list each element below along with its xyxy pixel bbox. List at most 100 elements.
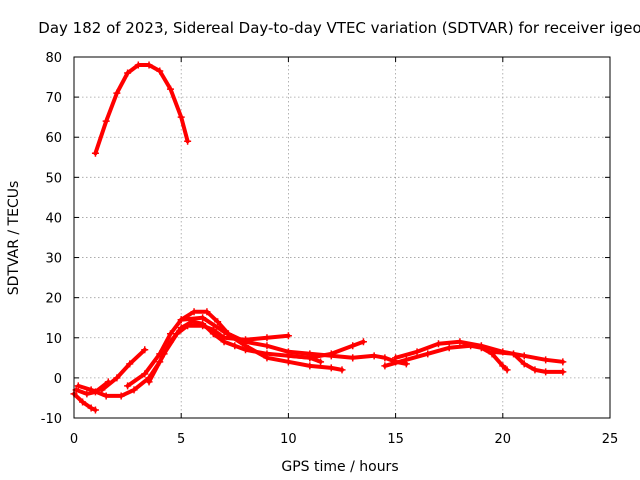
x-tick-label: 0 — [70, 432, 78, 447]
data-point-arc-11 — [559, 358, 567, 366]
data-point-arc-8 — [284, 352, 292, 360]
data-point-arc-7 — [306, 362, 314, 370]
data-point-arc-4 — [98, 386, 106, 394]
data-point-arc-11 — [542, 356, 550, 364]
data-point-arc-high — [145, 61, 153, 69]
data-point-arc-5 — [124, 382, 132, 390]
data-point-arc-3 — [74, 382, 82, 390]
data-point-arc-10 — [424, 350, 432, 358]
data-point-arc-6 — [284, 332, 292, 340]
data-point-arc-5 — [263, 342, 271, 350]
data-point-arc-11 — [413, 348, 421, 356]
data-point-arc-11 — [520, 352, 528, 360]
data-point-arc-high — [184, 137, 192, 145]
data-point-arc-6 — [220, 334, 228, 342]
data-point-arc-6 — [160, 350, 168, 358]
data-point-arc-6 — [209, 326, 217, 334]
data-point-arc-high — [166, 85, 174, 93]
x-tick-label: 20 — [495, 432, 512, 447]
data-point-arc-4 — [141, 346, 149, 354]
data-point-arc-12 — [559, 368, 567, 376]
data-point-arc-6 — [173, 330, 181, 338]
data-point-arc-9 — [370, 352, 378, 360]
data-point-arc-6 — [184, 322, 192, 330]
data-point-arc-8 — [359, 338, 367, 346]
data-point-arc-4 — [126, 360, 134, 368]
data-point-arc-high — [134, 61, 142, 69]
data-point-arc-3 — [130, 386, 138, 394]
series-line-arc-4 — [99, 347, 147, 392]
data-point-arc-5 — [214, 318, 222, 326]
data-point-arc-1 — [87, 404, 95, 412]
series-line-arc-6 — [147, 323, 291, 384]
data-point-arc-12 — [488, 348, 496, 356]
data-point-arc-7 — [177, 316, 185, 324]
y-tick-label: 80 — [45, 51, 62, 66]
y-tick-label: 60 — [45, 131, 62, 146]
y-tick-label: 40 — [45, 211, 62, 226]
grid-layer — [74, 57, 610, 418]
y-tick-label: 10 — [45, 332, 62, 347]
data-point-arc-12 — [531, 366, 539, 374]
series-line-arc-high — [93, 63, 190, 156]
data-point-arc-3 — [317, 358, 325, 366]
y-axis-label: SDTVAR / TECUs — [6, 181, 22, 296]
data-point-arc-5 — [203, 308, 211, 316]
chart-title: Day 182 of 2023, Sidereal Day-to-day VTE… — [38, 19, 640, 37]
plot-frame — [73, 56, 611, 419]
data-point-arc-11 — [477, 342, 485, 350]
data-point-arc-5 — [190, 308, 198, 316]
y-tick-label: 0 — [54, 372, 62, 387]
data-point-arc-7 — [327, 364, 335, 372]
x-tick-label: 10 — [280, 432, 297, 447]
tick-layer: 0 5 10 15 20 25 -10 0 10 20 30 40 50 60 70 80 — [41, 51, 619, 447]
data-point-arc-3 — [231, 342, 239, 350]
data-point-arc-high — [156, 67, 164, 75]
data-point-arc-10 — [381, 362, 389, 370]
y-tick-label: 50 — [45, 171, 62, 186]
data-point-arc-1 — [91, 406, 99, 414]
data-point-arc-10 — [503, 366, 511, 374]
data-point-arc-8 — [306, 354, 314, 362]
data-point-arc-12 — [520, 360, 528, 368]
data-point-arc-5 — [141, 370, 149, 378]
data-point-arc-11 — [434, 340, 442, 348]
data-point-arc-7 — [263, 354, 271, 362]
data-point-arc-high — [113, 89, 121, 97]
data-point-arc-6 — [145, 378, 153, 386]
x-tick-label: 5 — [177, 432, 185, 447]
data-point-arc-7 — [220, 328, 228, 336]
data-point-arc-6 — [263, 334, 271, 342]
data-point-arc-3 — [117, 392, 125, 400]
x-axis-label: GPS time / hours — [281, 459, 398, 475]
x-tick-label: 15 — [387, 432, 404, 447]
data-point-arc-10 — [445, 344, 453, 352]
data-point-arc-11 — [392, 354, 400, 362]
data-point-arc-9 — [349, 354, 357, 362]
data-point-arc-10 — [499, 362, 507, 370]
y-tick-label: 70 — [45, 91, 62, 106]
series-line-arc-11 — [393, 339, 565, 364]
data-point-arc-1 — [79, 398, 87, 406]
data-point-arc-11 — [456, 338, 464, 346]
series-line-arc-3 — [76, 319, 323, 398]
data-point-arc-8 — [349, 342, 357, 350]
data-point-arc-4 — [113, 374, 121, 382]
data-point-arc-high — [91, 149, 99, 157]
data-point-arc-high — [102, 117, 110, 125]
data-point-arc-7 — [284, 358, 292, 366]
series-line-arc-1 — [72, 391, 98, 412]
data-point-arc-10 — [402, 356, 410, 364]
data-point-arc-9 — [381, 354, 389, 362]
y-tick-label: 20 — [45, 292, 62, 307]
data-point-arc-7 — [242, 342, 250, 350]
y-tick-label: -10 — [41, 412, 62, 427]
data-point-arc-8 — [327, 350, 335, 358]
data-point-arc-3 — [102, 392, 110, 400]
data-point-arc-2 — [83, 390, 91, 398]
data-point-arc-5 — [166, 330, 174, 338]
data-point-arc-3 — [87, 386, 95, 394]
data-point-arc-high — [177, 113, 185, 121]
data-point-arc-6 — [199, 322, 207, 330]
